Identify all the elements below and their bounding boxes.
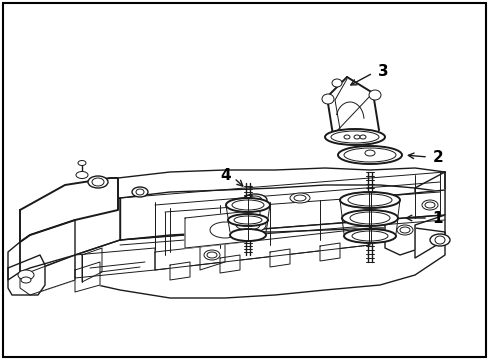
Ellipse shape (206, 252, 217, 258)
Ellipse shape (337, 146, 401, 164)
Ellipse shape (76, 171, 88, 179)
Polygon shape (369, 190, 444, 255)
Polygon shape (75, 248, 155, 278)
Ellipse shape (396, 225, 412, 235)
Ellipse shape (424, 202, 434, 208)
Polygon shape (269, 249, 289, 267)
Text: 3: 3 (377, 63, 387, 78)
Ellipse shape (349, 212, 389, 224)
Polygon shape (20, 178, 118, 242)
Polygon shape (8, 242, 20, 280)
Ellipse shape (353, 135, 359, 139)
Ellipse shape (429, 234, 449, 246)
Ellipse shape (18, 270, 34, 280)
Polygon shape (20, 255, 75, 295)
Polygon shape (20, 228, 444, 298)
Ellipse shape (339, 192, 399, 208)
Ellipse shape (136, 189, 143, 195)
Polygon shape (8, 255, 45, 295)
Ellipse shape (399, 227, 409, 233)
Ellipse shape (289, 193, 309, 203)
Ellipse shape (231, 200, 264, 210)
Ellipse shape (132, 187, 148, 197)
Ellipse shape (351, 231, 387, 241)
Polygon shape (200, 238, 224, 270)
Polygon shape (155, 228, 369, 270)
Ellipse shape (209, 222, 240, 238)
Polygon shape (170, 262, 190, 280)
Ellipse shape (293, 195, 305, 201)
Ellipse shape (364, 150, 374, 156)
Ellipse shape (88, 176, 108, 188)
Polygon shape (319, 243, 339, 261)
Ellipse shape (325, 129, 384, 145)
Polygon shape (30, 198, 120, 272)
Text: 4: 4 (220, 167, 231, 183)
Ellipse shape (78, 161, 86, 166)
Ellipse shape (236, 220, 260, 230)
Ellipse shape (234, 216, 262, 224)
Polygon shape (30, 168, 444, 228)
Ellipse shape (359, 135, 365, 139)
Ellipse shape (229, 217, 265, 233)
Text: 2: 2 (432, 149, 443, 165)
Ellipse shape (321, 94, 333, 104)
Ellipse shape (347, 194, 391, 206)
Polygon shape (75, 262, 100, 292)
Ellipse shape (434, 236, 444, 244)
Ellipse shape (92, 178, 104, 186)
Ellipse shape (243, 194, 266, 206)
Polygon shape (184, 210, 260, 248)
Polygon shape (82, 248, 102, 282)
Ellipse shape (330, 131, 378, 143)
Ellipse shape (247, 196, 262, 204)
Ellipse shape (421, 200, 437, 210)
Ellipse shape (21, 277, 31, 283)
Ellipse shape (341, 210, 397, 226)
Ellipse shape (227, 214, 267, 226)
Polygon shape (20, 220, 75, 272)
Polygon shape (414, 172, 444, 258)
Ellipse shape (225, 198, 269, 212)
Ellipse shape (229, 229, 265, 241)
Text: 1: 1 (432, 211, 442, 225)
Ellipse shape (343, 135, 349, 139)
Ellipse shape (368, 90, 380, 100)
Ellipse shape (331, 79, 341, 87)
Ellipse shape (343, 148, 395, 162)
Polygon shape (220, 255, 240, 273)
Ellipse shape (203, 250, 220, 260)
Ellipse shape (343, 229, 395, 243)
